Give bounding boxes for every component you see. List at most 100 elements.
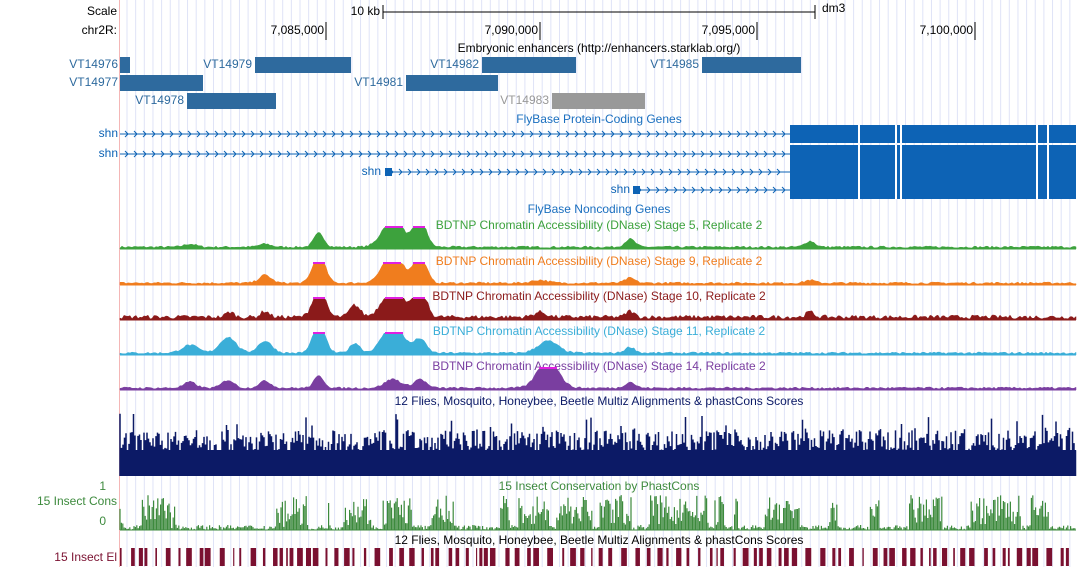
enhancer [187,93,276,109]
intron-gap [900,181,902,199]
element [305,548,312,566]
clip-marker [393,226,395,228]
track-label: 15 Insect El [54,550,117,564]
element [929,548,931,566]
enhancer [702,57,801,73]
ruler-label: 7,100,000 [920,23,974,37]
enhancer-label: VT14976 [69,57,118,71]
enhancer-label: VT14981 [354,75,403,89]
enhancer-label: VT14979 [203,57,252,71]
clip-marker [391,226,393,228]
strand-arrows [124,130,786,138]
element [233,548,235,566]
clip-marker [547,367,549,369]
exon [385,168,392,176]
clip-marker [389,297,391,299]
element [352,548,355,566]
clip-marker [413,297,415,299]
clip-marker [419,226,421,228]
element [455,548,460,566]
enhancer [482,57,576,73]
element [527,548,531,566]
intron-gap [895,145,897,163]
clip-marker [395,262,397,264]
clip-marker [423,297,425,299]
element [570,548,576,566]
element [399,548,404,566]
track-title: FlyBase Protein-Coding Genes [516,112,681,126]
enhancer-label: VT14983 [500,93,549,107]
element [889,548,895,566]
element [646,548,651,566]
element [686,548,690,566]
clip-marker [385,262,387,264]
scale-label: Scale [87,4,117,18]
clip-marker [421,262,423,264]
gene-label: shn [611,182,630,196]
clip-marker [549,367,551,369]
clip-marker [423,262,425,264]
element [476,548,478,566]
clip-marker [399,297,401,299]
element [832,548,836,566]
element [325,548,328,566]
element [872,548,878,566]
intron-gap [895,181,897,199]
element [562,548,565,566]
track-title: 12 Flies, Mosquito, Honeybee, Beetle Mul… [395,394,804,408]
element [289,548,294,566]
exon [790,181,1076,199]
clip-marker [321,332,323,334]
clip-marker [419,297,421,299]
intron-gap [1047,125,1049,143]
exon [790,125,1076,143]
strand-arrows [637,186,786,194]
clip-marker [393,332,395,334]
clip-marker [417,226,419,228]
element [820,548,826,566]
track-title: 12 Flies, Mosquito, Honeybee, Beetle Mul… [395,533,804,547]
enhancer [406,75,498,91]
intron-gap [900,163,902,181]
element [969,548,975,566]
element [791,548,798,566]
element [505,548,510,566]
clip-marker [391,332,393,334]
clip-marker [395,332,397,334]
clip-marker [313,297,315,299]
element [131,548,135,566]
clip-marker [417,262,419,264]
element [766,548,772,566]
intron-gap [1047,181,1049,199]
ruler-label: 7,095,000 [702,23,756,37]
signal [119,262,1077,286]
element [984,548,988,566]
enhancer [255,57,351,73]
enhancer [120,75,203,91]
clip-marker [555,367,557,369]
clip-marker [323,262,325,264]
element [733,548,736,566]
element [273,548,278,566]
clip-marker [393,262,395,264]
intron-gap [1036,163,1038,181]
clip-marker [319,332,321,334]
element [910,548,916,566]
intron-gap [858,163,860,181]
element [784,548,789,566]
clip-marker [387,297,389,299]
element [186,548,192,566]
clip-marker [389,262,391,264]
element [262,548,266,566]
clip-marker [387,332,389,334]
clip-marker [315,262,317,264]
track-title: BDTNP Chromatin Accessibility (DNase) St… [436,218,763,232]
signal [119,226,1077,250]
element [389,548,393,566]
clip-marker [313,332,315,334]
clip-marker [321,262,323,264]
element [902,548,907,566]
element [621,548,627,566]
clip-marker [399,332,401,334]
element [312,548,319,566]
